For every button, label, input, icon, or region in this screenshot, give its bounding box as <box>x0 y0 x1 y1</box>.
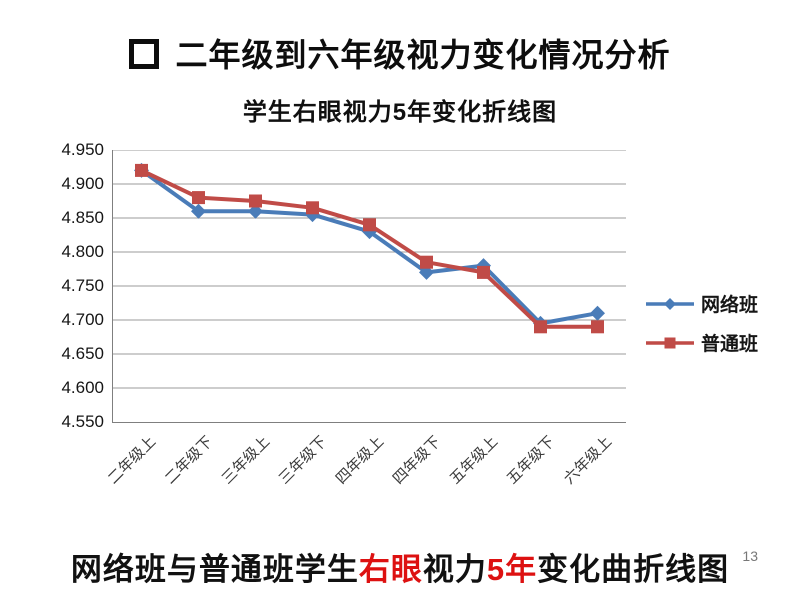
square-marker <box>420 255 433 269</box>
caption: 网络班与普通班学生右眼视力5年变化曲折线图 <box>0 544 800 589</box>
caption-part: 右眼 <box>358 552 423 587</box>
y-tick-label: 4.600 <box>61 378 104 397</box>
caption-part: 5年 <box>486 552 538 587</box>
diamond-marker <box>590 305 605 321</box>
square-marker <box>534 320 547 334</box>
y-tick-label: 4.700 <box>61 310 104 329</box>
series-line <box>139 168 600 329</box>
chart-canvas <box>113 150 626 389</box>
y-tick-label: 4.950 <box>61 140 104 159</box>
y-tick-label: 4.900 <box>61 174 104 193</box>
y-tick-label: 4.550 <box>61 412 104 431</box>
legend-square-icon <box>646 337 694 348</box>
diamond-marker <box>419 264 434 280</box>
x-tick-label: 三年级上 <box>219 433 274 488</box>
legend-label: 普通班 <box>701 334 759 355</box>
page-number: 13 <box>742 548 758 564</box>
legend-item: 普通班 <box>646 329 758 356</box>
y-tick-label: 4.850 <box>61 208 104 227</box>
plot-area <box>112 150 626 423</box>
y-tick-label: 4.750 <box>61 276 104 295</box>
legend: 网络班 普通班 <box>646 290 758 356</box>
square-bullet-icon <box>129 39 160 69</box>
chart-title: 学生右眼视力5年变化折线图 <box>242 99 558 126</box>
square-marker <box>192 191 205 205</box>
caption-part: 变化曲折线图 <box>537 552 730 587</box>
square-marker <box>135 163 148 177</box>
y-tick-label: 4.800 <box>61 242 104 261</box>
diamond-marker <box>476 258 491 274</box>
square-marker <box>477 265 490 279</box>
series-line <box>139 168 600 326</box>
legend-label: 网络班 <box>701 295 759 316</box>
x-tick-label: 二年级下 <box>162 433 217 488</box>
x-tick-label: 三年级下 <box>276 433 331 488</box>
legend-diamond-icon <box>646 297 694 310</box>
y-tick-label: 4.650 <box>61 344 104 363</box>
x-tick-label: 二年级上 <box>105 433 160 488</box>
x-tick-label: 五年级下 <box>504 433 559 488</box>
x-tick-label: 六年级上 <box>561 433 616 488</box>
legend-item: 网络班 <box>646 290 758 317</box>
square-marker <box>591 320 604 334</box>
diamond-marker <box>191 203 206 219</box>
caption-part: 视力 <box>422 552 487 587</box>
square-marker <box>306 201 319 215</box>
square-marker <box>249 194 262 208</box>
x-tick-label: 五年级上 <box>447 433 502 488</box>
diamond-marker <box>248 203 263 219</box>
caption-part: 网络班与普通班学生 <box>70 552 359 587</box>
x-tick-label: 四年级下 <box>390 433 445 488</box>
slide-header: 二年级到六年级视力变化情况分析 <box>0 30 800 76</box>
slide-title: 二年级到六年级视力变化情况分析 <box>175 37 671 73</box>
x-tick-label: 四年级上 <box>333 433 388 488</box>
square-marker <box>363 218 376 232</box>
